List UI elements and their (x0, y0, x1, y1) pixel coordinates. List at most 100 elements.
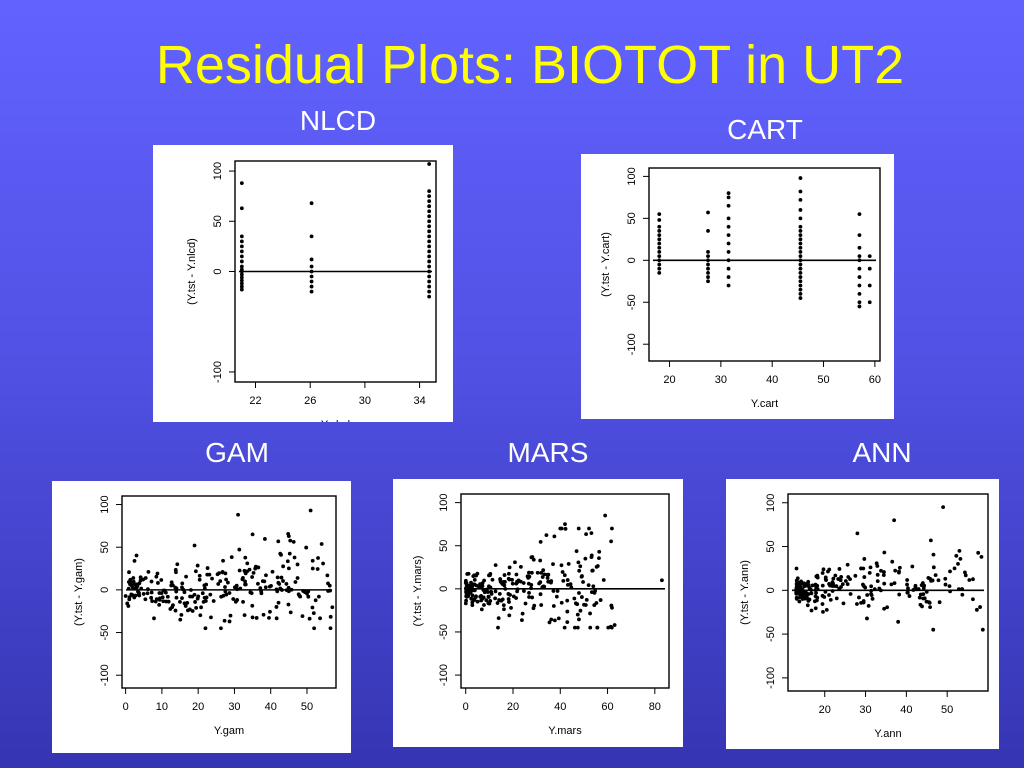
residual-point (820, 571, 825, 575)
residual-point (210, 576, 214, 581)
residual-point (285, 559, 290, 564)
residual-point (470, 600, 475, 605)
residual-point (220, 570, 225, 574)
residual-point (286, 585, 291, 590)
residual-point (834, 584, 839, 589)
residual-point (867, 283, 872, 288)
residual-point (538, 558, 543, 563)
x-tick-label: 50 (941, 704, 953, 716)
residual-point (813, 582, 818, 587)
residual-point (286, 566, 291, 571)
residual-point (855, 531, 860, 536)
residual-point (279, 575, 284, 580)
ann-plot-panel: 20 30 40 50 -100 -50 0 50 100 Y.ann (Y.tst - Y.ann… (726, 479, 999, 749)
residual-point (310, 558, 315, 563)
residual-point (427, 244, 432, 249)
residual-point (312, 626, 317, 631)
y-axis-label: (Y.tst - Y.cart) (600, 232, 612, 297)
residual-point (270, 569, 275, 574)
residual-point (826, 569, 830, 574)
residual-point (469, 580, 473, 585)
residual-point (475, 571, 480, 576)
residual-point (798, 291, 803, 296)
residual-point (227, 591, 232, 595)
residual-point (239, 287, 244, 292)
x-tick-label: 20 (663, 374, 675, 386)
residual-point (143, 597, 148, 602)
residual-point (976, 550, 981, 555)
residual-point (146, 570, 151, 574)
residual-point (306, 594, 311, 599)
residual-point (546, 572, 551, 577)
residual-point (310, 605, 315, 610)
y-axis-label: (Y.tst - Y.gam) (73, 558, 85, 626)
residual-point (309, 289, 314, 294)
residual-point (316, 556, 320, 560)
residual-point (427, 229, 432, 234)
plot-frame (787, 493, 989, 692)
residual-point (427, 224, 432, 229)
residual-point (180, 596, 184, 601)
residual-point (239, 269, 244, 274)
residual-point (484, 598, 489, 603)
residual-point (595, 564, 600, 568)
residual-point (580, 574, 584, 578)
x-tick-label: 80 (649, 701, 661, 713)
cart-plot-panel: 20 30 40 50 60 -100 -50 0 50 100 Y.cart (Y.tst - Y.… (581, 154, 894, 419)
x-tick-label: 30 (715, 374, 727, 386)
residual-point (657, 266, 662, 271)
residual-point (127, 597, 132, 602)
residual-point (258, 586, 263, 591)
residual-point (472, 588, 477, 593)
residual-point (286, 602, 291, 607)
residual-point (506, 576, 511, 581)
residual-point (330, 605, 335, 610)
residual-point (866, 603, 871, 608)
residual-point (890, 559, 895, 564)
residual-point (319, 542, 324, 546)
residual-point (493, 563, 498, 568)
residual-point (798, 216, 803, 221)
residual-point (905, 582, 909, 587)
slide-title: Residual Plots: BIOTOT in UT2 (155, 35, 905, 95)
residual-point (497, 591, 502, 596)
residual-point (527, 591, 531, 595)
residual-point (943, 576, 948, 581)
residual-point (892, 518, 897, 523)
residual-point (463, 580, 468, 585)
residual-point (321, 561, 325, 566)
residual-point (243, 582, 248, 587)
residual-point (497, 598, 501, 602)
residual-point (155, 571, 160, 576)
residual-point (237, 568, 242, 573)
residual-point (487, 601, 492, 606)
residual-point (205, 566, 210, 570)
residual-point (242, 613, 247, 618)
residual-point (589, 531, 594, 536)
x-tick-label: 22 (249, 395, 261, 407)
residual-point (857, 595, 861, 600)
residual-point (239, 284, 244, 289)
residual-point (960, 587, 965, 591)
residual-point (565, 598, 570, 603)
y-tick-label: 100 (438, 493, 450, 511)
y-tick-label: -100 (438, 664, 450, 686)
x-axis-label: Y.mars (548, 725, 582, 737)
residual-point (831, 576, 836, 581)
residual-point (837, 586, 842, 591)
residual-point (592, 603, 597, 608)
residual-point (222, 618, 227, 623)
residual-point (577, 617, 581, 622)
residual-point (531, 557, 536, 562)
residual-point (893, 568, 898, 573)
residual-point (427, 259, 432, 264)
residual-point (815, 598, 819, 603)
residual-point (657, 237, 662, 242)
residual-point (952, 566, 957, 571)
residual-point (906, 586, 910, 591)
residual-point (488, 585, 493, 590)
x-tick-label: 40 (766, 374, 778, 386)
residual-point (479, 607, 484, 612)
residual-point (914, 587, 919, 592)
residual-point (828, 598, 833, 602)
